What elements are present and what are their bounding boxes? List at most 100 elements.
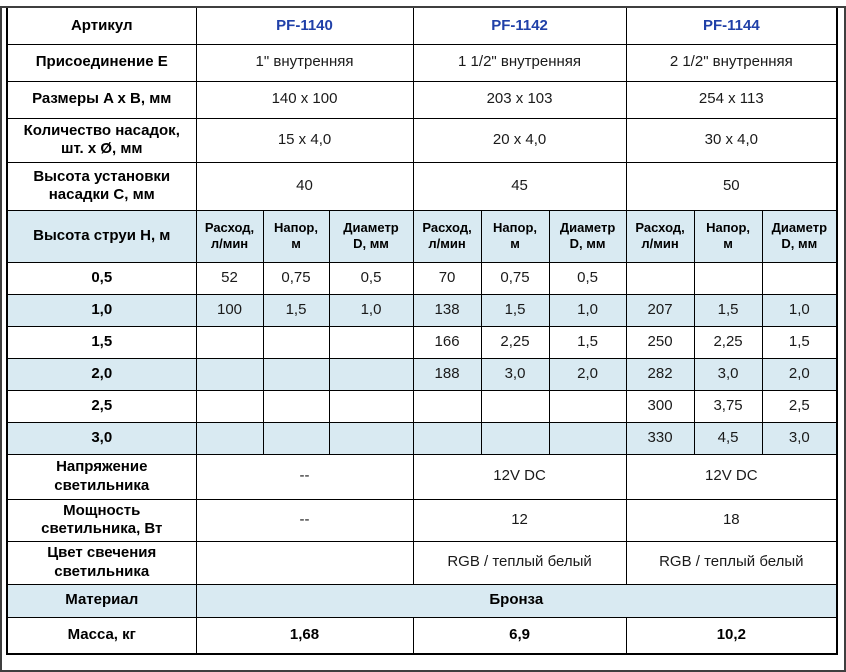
article-code-pf-1142: PF-1142	[412, 6, 627, 45]
row-jet-header: Высота струи H, м Расход, л/мин Напор, м…	[6, 209, 838, 263]
material-value: Бронза	[195, 583, 838, 618]
mass-value: 1,68	[195, 616, 414, 655]
dimensions-label: Размеры A x B, мм	[6, 80, 197, 119]
row-material: Материал Бронза	[6, 583, 838, 618]
lamp-color-value: RGB / теплый белый	[625, 540, 838, 585]
jet-data-cell: 300	[625, 389, 695, 423]
article-code-pf-1140: PF-1140	[195, 6, 414, 45]
article-code-pf-1144: PF-1144	[625, 6, 838, 45]
jet-data-cell: 1,5	[548, 325, 627, 359]
jet-data-cell: 330	[625, 421, 695, 455]
subcol-header-pressure: Напор, м	[693, 209, 763, 263]
jet-data-cell: 1,5	[693, 293, 763, 327]
spec-table: Артикул PF-1140 PF-1142 PF-1144 Присоеди…	[6, 6, 839, 655]
jet-height-value: 1,5	[6, 325, 197, 359]
nozzle-count-value: 15 x 4,0	[195, 117, 414, 163]
connection-label: Присоединение E	[6, 43, 197, 82]
jet-data-cell	[412, 421, 482, 455]
jet-data-cell: 2,25	[693, 325, 763, 359]
jet-data-cell: 1,0	[548, 293, 627, 327]
row-connection: Присоединение E 1" внутренняя 1 1/2" вну…	[6, 43, 838, 82]
row-lamp-power: Мощность светильника, Вт -- 12 18	[6, 498, 838, 542]
subcol-header-pressure: Напор, м	[262, 209, 330, 263]
jet-data-cell	[195, 357, 264, 391]
jet-data-cell	[761, 261, 838, 295]
subcol-header-pressure: Напор, м	[480, 209, 550, 263]
lamp-power-label: Мощность светильника, Вт	[6, 498, 197, 542]
row-article: Артикул PF-1140 PF-1142 PF-1144	[6, 6, 838, 45]
jet-height-value: 2,0	[6, 357, 197, 391]
jet-height-value: 0,5	[6, 261, 197, 295]
jet-height-value: 1,0	[6, 293, 197, 327]
lamp-power-value: --	[195, 498, 414, 542]
jet-data-cell: 70	[412, 261, 482, 295]
jet-data-cell: 3,0	[761, 421, 838, 455]
jet-data-cell	[328, 421, 414, 455]
jet-data-cell: 2,0	[761, 357, 838, 391]
jet-data-cell: 0,75	[480, 261, 550, 295]
jet-data-cell: 138	[412, 293, 482, 327]
lamp-power-value: 18	[625, 498, 838, 542]
jet-data-cell: 0,5	[548, 261, 627, 295]
row-jet-1-0: 1,0 100 1,5 1,0 138 1,5 1,0 207 1,5 1,0	[6, 293, 838, 327]
row-mass: Масса, кг 1,68 6,9 10,2	[6, 616, 838, 655]
row-dimensions: Размеры A x B, мм 140 x 100 203 x 103 25…	[6, 80, 838, 119]
nozzle-count-value: 20 x 4,0	[412, 117, 627, 163]
subcol-header-diameter: Диаметр D, мм	[761, 209, 838, 263]
jet-height-value: 2,5	[6, 389, 197, 423]
article-row-label: Артикул	[6, 6, 197, 45]
lamp-power-value: 12	[412, 498, 627, 542]
lamp-voltage-value: 12V DC	[625, 453, 838, 500]
dimensions-value: 140 x 100	[195, 80, 414, 119]
install-height-value: 50	[625, 161, 838, 211]
nozzle-count-label: Количество насадок, шт. х Ø, мм	[6, 117, 197, 163]
jet-data-cell: 166	[412, 325, 482, 359]
jet-header-label: Высота струи H, м	[6, 209, 197, 263]
jet-data-cell	[262, 325, 330, 359]
jet-data-cell	[195, 389, 264, 423]
install-height-value: 40	[195, 161, 414, 211]
row-lamp-color: Цвет свечения светильника RGB / теплый б…	[6, 540, 838, 585]
lamp-voltage-label: Напряжение светильника	[6, 453, 197, 500]
jet-data-cell: 3,0	[480, 357, 550, 391]
jet-data-cell	[262, 389, 330, 423]
jet-data-cell: 188	[412, 357, 482, 391]
install-height-value: 45	[412, 161, 627, 211]
row-jet-1-5: 1,5 166 2,25 1,5 250 2,25 1,5	[6, 325, 838, 359]
jet-data-cell: 250	[625, 325, 695, 359]
jet-data-cell: 2,5	[761, 389, 838, 423]
subcol-header-flow: Расход, л/мин	[412, 209, 482, 263]
nozzle-count-value: 30 x 4,0	[625, 117, 838, 163]
subcol-header-diameter: Диаметр D, мм	[328, 209, 414, 263]
jet-data-cell	[548, 389, 627, 423]
jet-data-cell: 52	[195, 261, 264, 295]
connection-value: 1" внутренняя	[195, 43, 414, 82]
row-install-height: Высота установки насадки C, мм 40 45 50	[6, 161, 838, 211]
jet-data-cell: 1,5	[761, 325, 838, 359]
jet-data-cell	[480, 421, 550, 455]
jet-data-cell: 3,0	[693, 357, 763, 391]
dimensions-value: 203 x 103	[412, 80, 627, 119]
jet-height-value: 3,0	[6, 421, 197, 455]
jet-data-cell	[693, 261, 763, 295]
material-label: Материал	[6, 583, 197, 618]
mass-value: 10,2	[625, 616, 838, 655]
lamp-color-value: RGB / теплый белый	[412, 540, 627, 585]
jet-data-cell: 100	[195, 293, 264, 327]
jet-data-cell: 2,0	[548, 357, 627, 391]
jet-data-cell: 0,5	[328, 261, 414, 295]
jet-data-cell	[412, 389, 482, 423]
jet-data-cell: 0,75	[262, 261, 330, 295]
subcol-header-flow: Расход, л/мин	[625, 209, 695, 263]
jet-data-cell	[328, 389, 414, 423]
jet-data-cell: 282	[625, 357, 695, 391]
jet-data-cell	[262, 357, 330, 391]
jet-data-cell: 4,5	[693, 421, 763, 455]
jet-data-cell	[195, 325, 264, 359]
row-jet-0-5: 0,5 52 0,75 0,5 70 0,75 0,5	[6, 261, 838, 295]
dimensions-value: 254 x 113	[625, 80, 838, 119]
jet-data-cell: 1,5	[480, 293, 550, 327]
row-lamp-voltage: Напряжение светильника -- 12V DC 12V DC	[6, 453, 838, 500]
jet-data-cell	[625, 261, 695, 295]
mass-value: 6,9	[412, 616, 627, 655]
